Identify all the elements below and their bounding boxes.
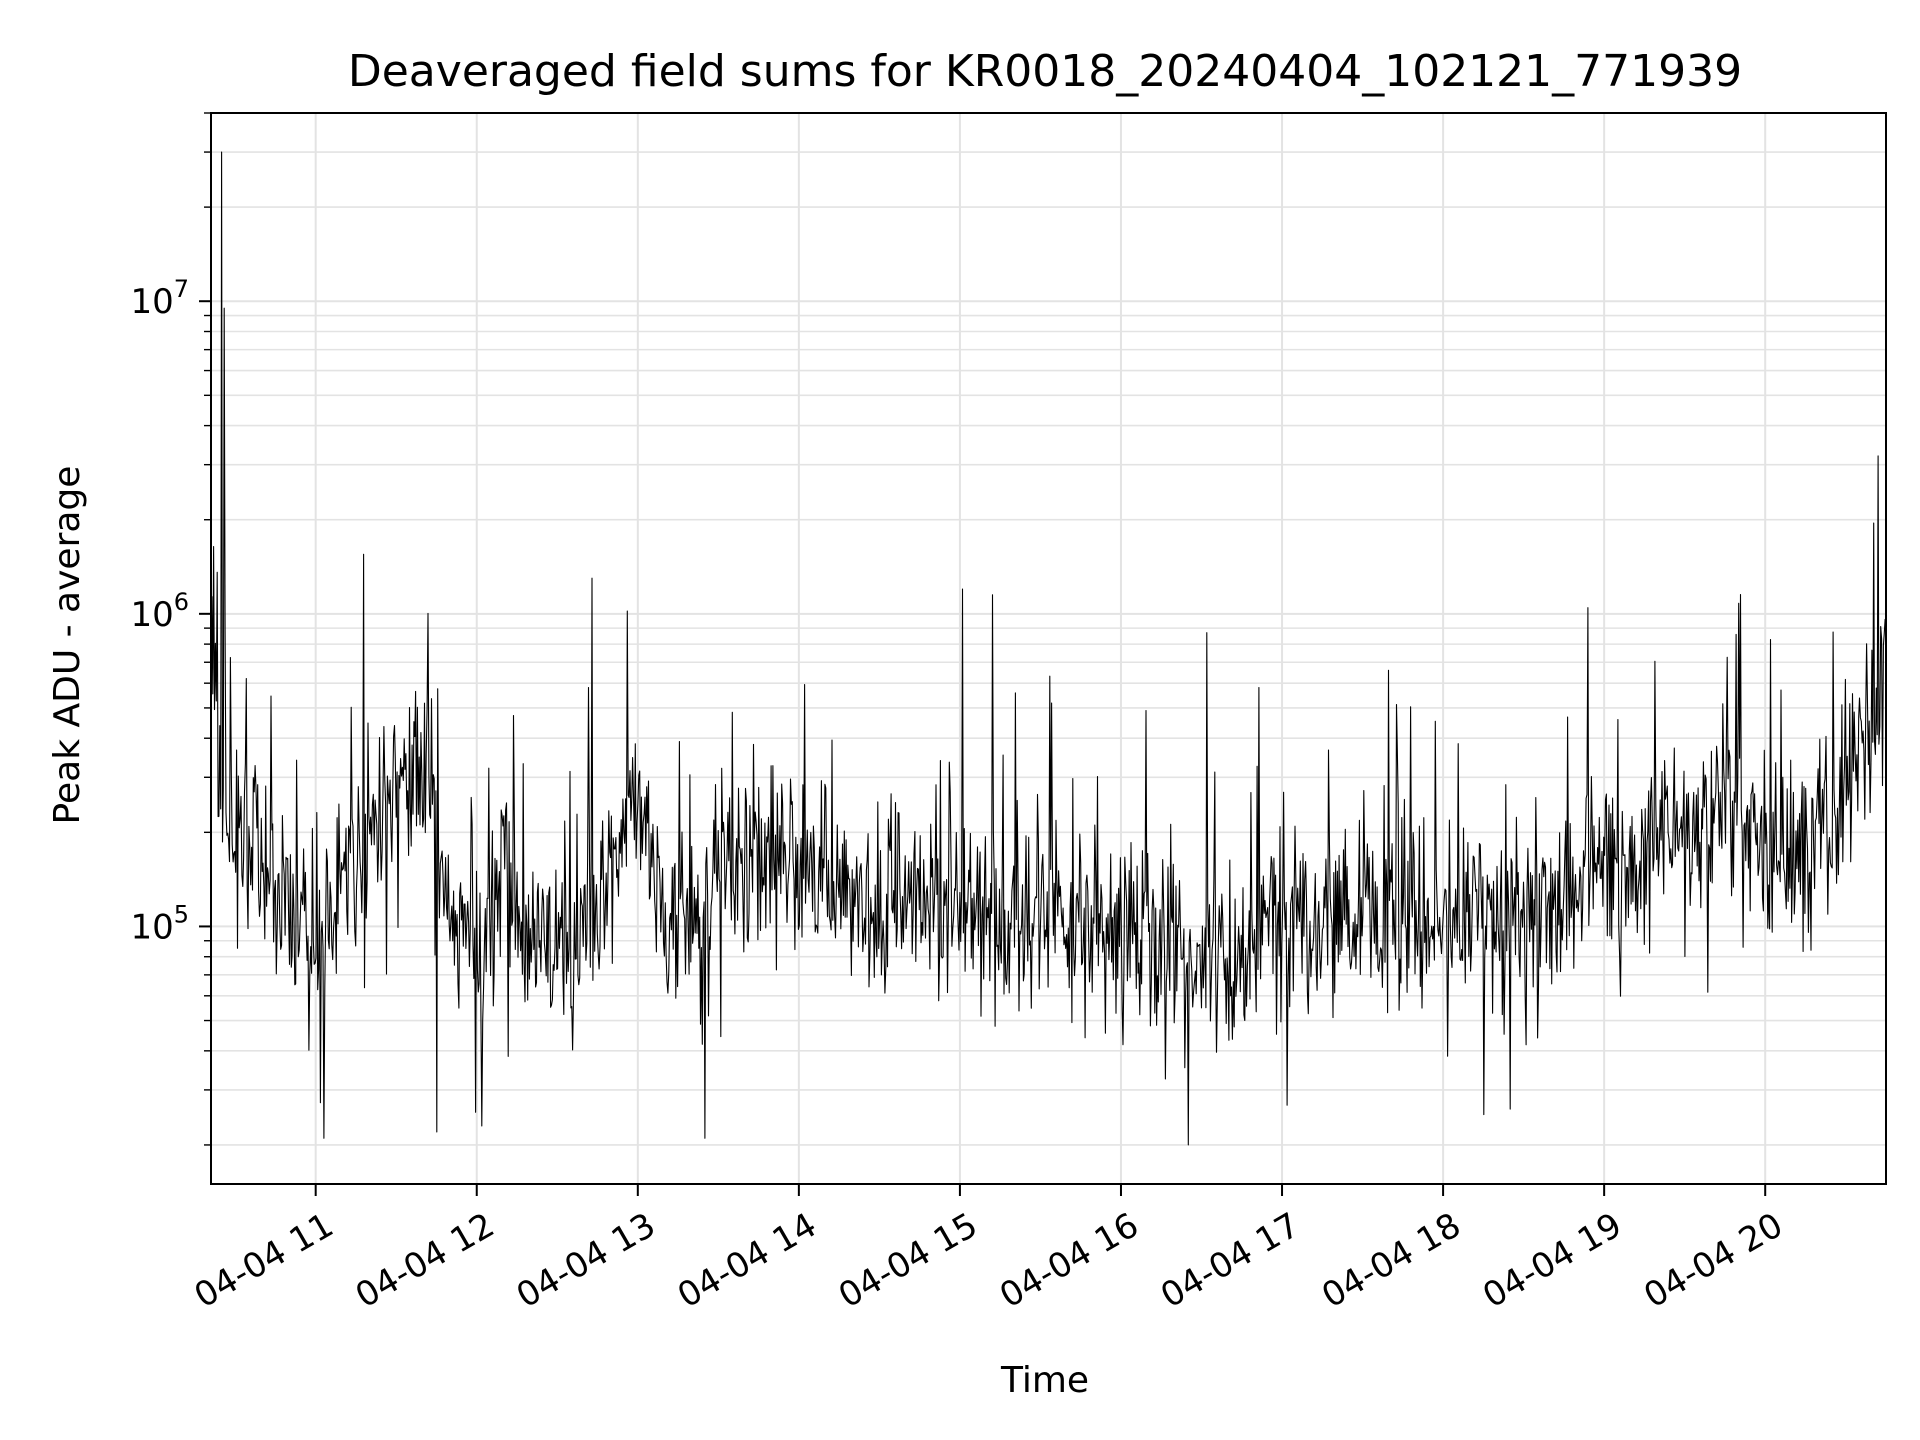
x-axis-label: Time [1000,1360,1089,1401]
y-tick-label: 106 [130,588,189,635]
series-line [210,151,1887,1146]
y-axis-ticks: 105 106 107 [130,112,211,1146]
data-series [210,151,1887,1146]
y-tick-label: 107 [130,275,189,322]
chart-title: Deaveraged field sums for KR0018_2024040… [348,46,1742,97]
y-axis-label: Peak ADU - average [47,466,88,825]
y-tick-label: 105 [130,900,189,947]
plot-area-frame [210,112,1887,1185]
